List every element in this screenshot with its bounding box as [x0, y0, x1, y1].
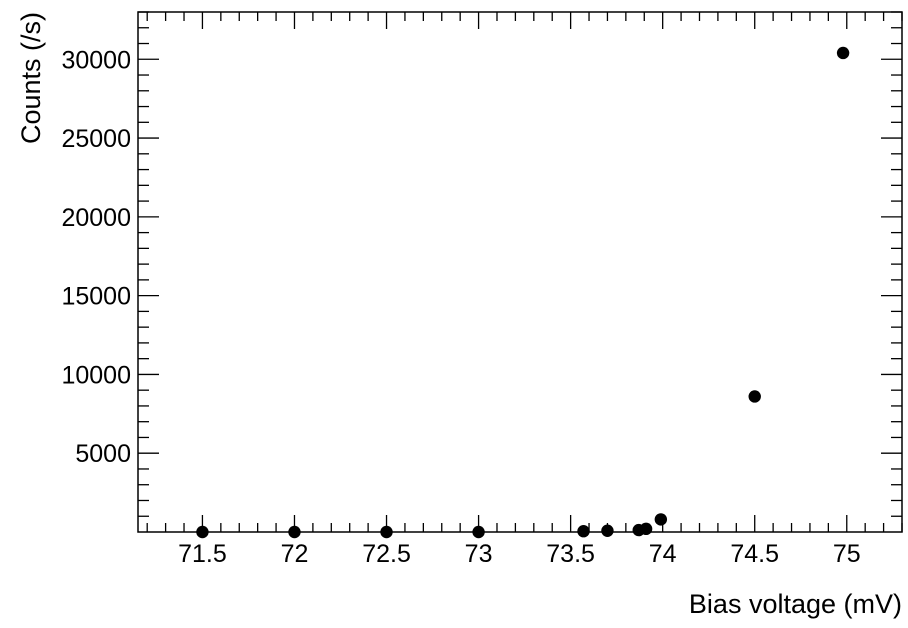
axis-ticks	[138, 11, 903, 532]
axis-tick-labels: 71.5 72 72.5 73 73.5 74 74.5 75 5000 10000 15000 20…	[61, 46, 860, 568]
data-point	[639, 522, 653, 536]
data-point	[196, 525, 209, 539]
y-tick-label: 20000	[61, 204, 131, 232]
x-tick-label: 74.5	[730, 540, 779, 568]
data-point	[577, 525, 590, 538]
data-point	[836, 46, 850, 60]
x-tick-label: 73.5	[546, 540, 595, 568]
plot-frame	[137, 11, 903, 533]
y-tick-label: 5000	[75, 440, 131, 468]
y-tick-label: 30000	[61, 46, 131, 74]
data-point	[601, 524, 614, 537]
data-point	[380, 525, 393, 539]
data-point	[748, 390, 761, 403]
data-point	[472, 525, 485, 539]
x-tick-label: 71.5	[178, 540, 227, 568]
x-axis-label: Bias voltage (mV)	[689, 589, 902, 619]
y-tick-label: 25000	[61, 125, 131, 153]
x-tick-label: 75	[833, 540, 861, 568]
x-tick-label: 72.5	[362, 540, 411, 568]
x-tick-label: 74	[649, 540, 677, 568]
data-point	[654, 513, 668, 526]
y-axis-label: Counts (/s)	[16, 12, 46, 144]
y-tick-label: 15000	[61, 283, 131, 311]
y-tick-label: 10000	[61, 361, 131, 389]
data-points	[196, 46, 850, 539]
x-tick-label: 72	[281, 540, 309, 568]
x-tick-label: 73	[465, 540, 493, 568]
data-point	[288, 525, 301, 539]
